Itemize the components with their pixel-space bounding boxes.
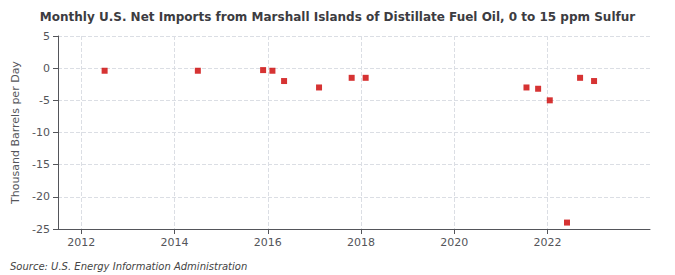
svg-text:2022: 2022 <box>533 236 561 249</box>
svg-text:-25: -25 <box>32 223 50 236</box>
svg-text:2012: 2012 <box>67 236 95 249</box>
svg-text:Monthly U.S. Net Imports from: Monthly U.S. Net Imports from Marshall I… <box>40 10 635 24</box>
svg-text:-10: -10 <box>32 126 50 139</box>
svg-text:5: 5 <box>43 30 50 43</box>
svg-text:2014: 2014 <box>161 236 189 249</box>
svg-text:-5: -5 <box>39 94 50 107</box>
svg-text:2018: 2018 <box>347 236 375 249</box>
svg-text:2020: 2020 <box>440 236 468 249</box>
svg-text:Thousand Barrels per Day: Thousand Barrels per Day <box>9 61 22 205</box>
svg-text:0: 0 <box>43 62 50 75</box>
svg-text:Source: U.S. Energy Informatio: Source: U.S. Energy Information Administ… <box>10 261 247 272</box>
svg-text:-20: -20 <box>32 190 50 203</box>
svg-text:-15: -15 <box>32 158 50 171</box>
svg-text:2016: 2016 <box>254 236 282 249</box>
